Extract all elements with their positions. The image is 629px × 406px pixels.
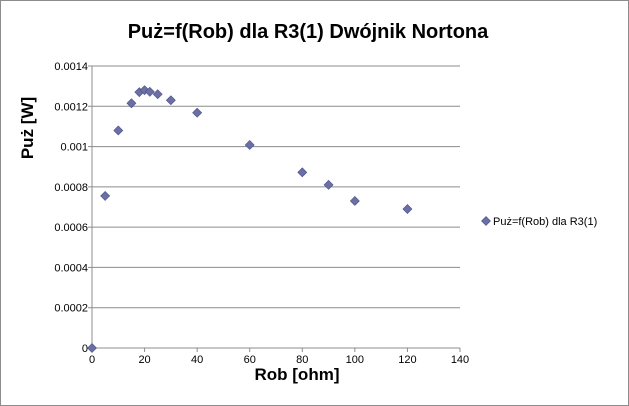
data-point [245, 140, 254, 149]
y-tick-label: 0.0014 [54, 61, 88, 73]
y-tick-label: 0.0006 [54, 222, 88, 234]
y-axis-title: Puż [W] [18, 97, 37, 159]
data-points [88, 86, 412, 353]
chart-title: Puż=f(Rob) dla R3(1) Dwójnik Nortona [128, 21, 489, 43]
legend-label: Puż=f(Rob) dla R3(1) [493, 216, 597, 228]
y-tick-label: 0.0004 [54, 262, 88, 274]
data-point [350, 196, 359, 205]
data-point [403, 205, 412, 214]
data-point [153, 90, 162, 99]
y-tick-label: 0.0012 [54, 101, 88, 113]
x-tick-label: 140 [451, 354, 469, 366]
y-tick-label: 0.001 [60, 142, 88, 154]
x-tick-label: 20 [138, 354, 150, 366]
y-tick-label: 0 [82, 343, 88, 355]
data-point [166, 96, 175, 105]
data-point [88, 344, 97, 353]
legend-marker-diamond [482, 217, 491, 226]
x-tick-label: 0 [89, 354, 95, 366]
data-point [101, 191, 110, 200]
x-tick-label: 120 [398, 354, 416, 366]
y-tick-labels: 0 0.0002 0.0004 0.0006 0.0008 0.001 0.0012 0.00… [54, 61, 88, 355]
x-tick-label: 100 [346, 354, 364, 366]
x-axis-title: Rob [ohm] [255, 365, 340, 384]
data-point [298, 168, 307, 177]
legend: Puż=f(Rob) dla R3(1) [482, 216, 598, 228]
data-point [193, 108, 202, 117]
data-point [324, 180, 333, 189]
x-tick-label: 40 [191, 354, 203, 366]
y-tick-label: 0.0002 [54, 303, 88, 315]
data-point [114, 126, 123, 135]
y-tick-label: 0.0008 [54, 182, 88, 194]
